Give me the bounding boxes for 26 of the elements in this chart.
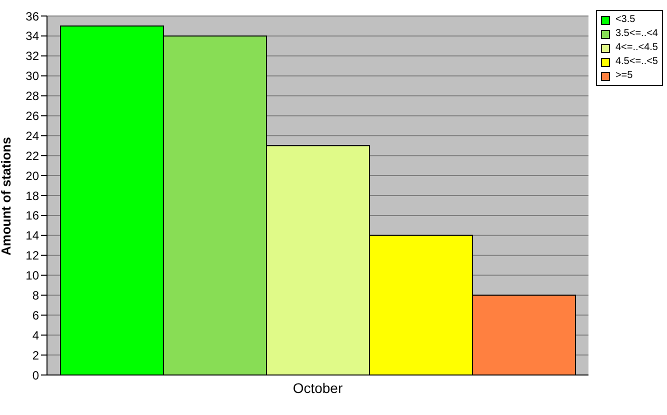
y-tick-label: 36 xyxy=(26,9,40,24)
y-tick-label: 34 xyxy=(26,29,40,44)
y-tick-label: 10 xyxy=(26,268,40,283)
legend-label: 3.5<=..<4 xyxy=(615,27,658,41)
legend-label: 4.5<=..<5 xyxy=(615,55,658,69)
y-tick-label: 2 xyxy=(32,348,40,362)
y-tick-label: 4 xyxy=(32,328,40,342)
y-tick-label: 18 xyxy=(26,188,40,203)
x-tick-label: October xyxy=(292,380,343,396)
y-tick-label: 6 xyxy=(32,308,40,322)
y-tick-label: 24 xyxy=(26,128,40,143)
y-tick-label: 14 xyxy=(26,228,40,243)
y-tick-label: 16 xyxy=(26,208,40,223)
y-tick-label: 12 xyxy=(26,248,40,263)
y-tick-label: 20 xyxy=(26,168,40,183)
y-tick-label: 32 xyxy=(26,49,40,64)
y-tick-label: 28 xyxy=(26,89,40,104)
legend-label: <3.5 xyxy=(615,13,636,27)
y-tick-label: 8 xyxy=(32,288,40,302)
y-tick-label: 22 xyxy=(26,148,40,163)
y-tick-label: 30 xyxy=(26,69,40,84)
legend-label: 4<=..<4.5 xyxy=(615,41,658,55)
y-tick-label: 26 xyxy=(26,108,40,123)
y-axis-title: Amount of stations xyxy=(0,137,14,256)
y-tick-label: 0 xyxy=(32,368,40,382)
legend-label: >=5 xyxy=(615,69,633,83)
